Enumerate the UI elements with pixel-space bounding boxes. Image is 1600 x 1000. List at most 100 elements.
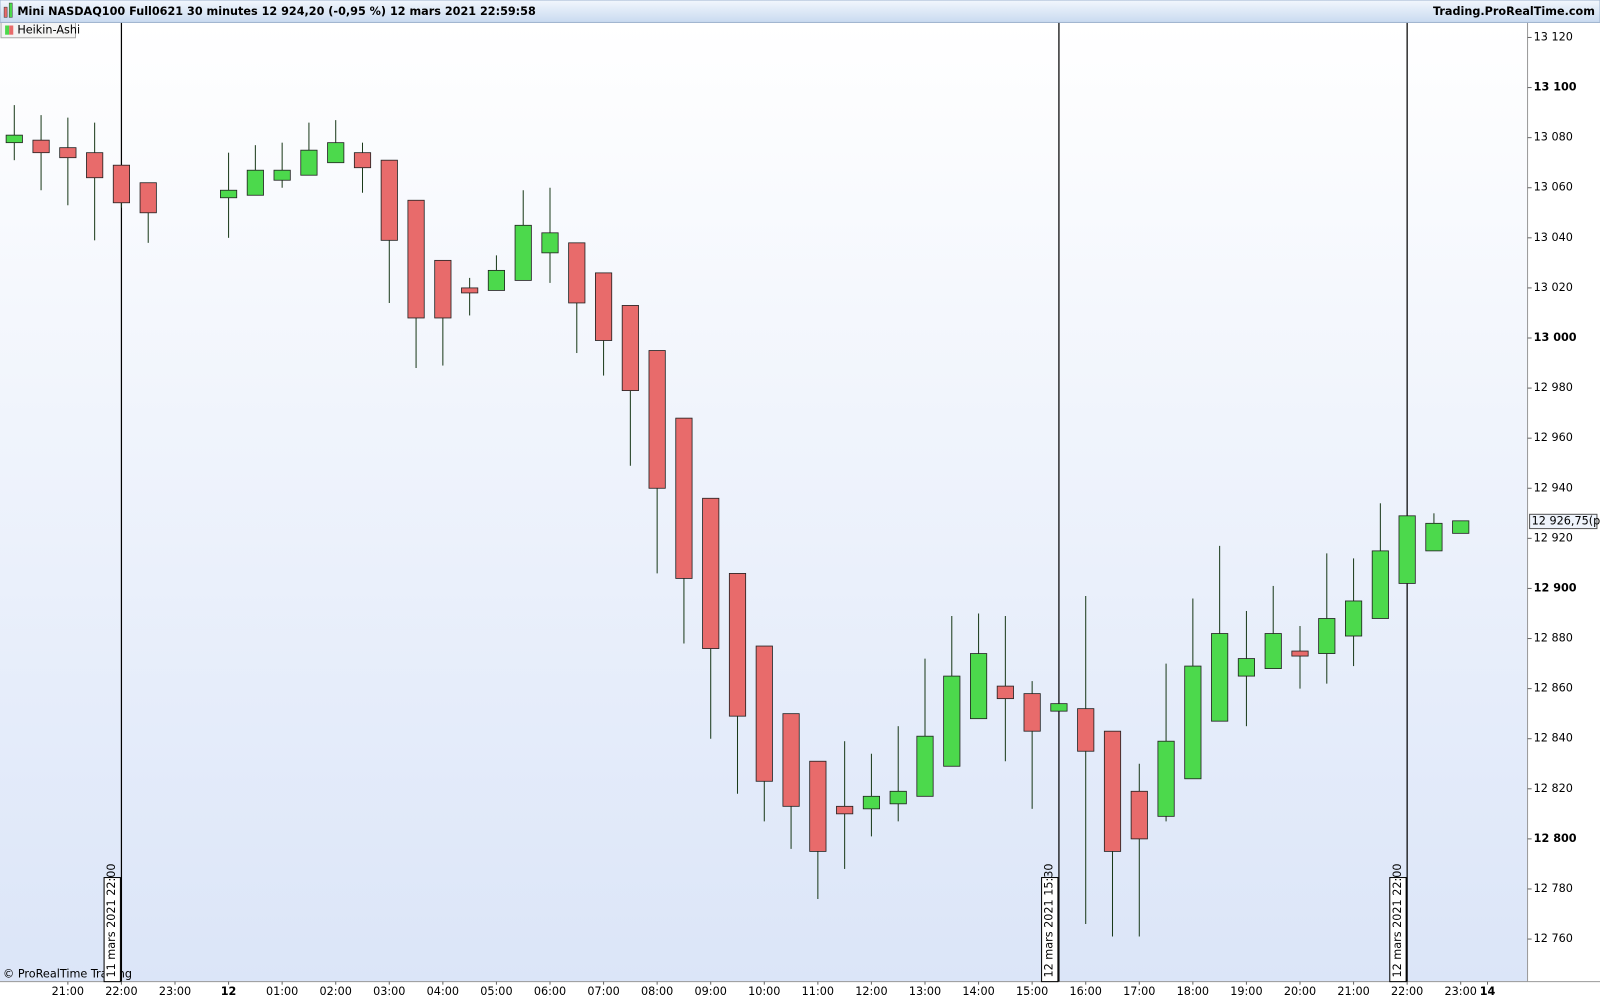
candle-body <box>809 760 827 852</box>
candle-body <box>327 142 345 164</box>
candle-body <box>112 164 130 204</box>
candle-body <box>1264 633 1282 669</box>
x-tick-label: 04:00 <box>427 985 459 998</box>
candle-body <box>541 232 559 254</box>
legend-icon <box>9 25 14 35</box>
x-tick-label: 23:00 <box>159 985 191 998</box>
candle-body <box>755 645 773 782</box>
y-tick-label: 12 800 <box>1534 832 1577 845</box>
candle-body <box>1211 633 1229 722</box>
y-tick-label: 13 020 <box>1534 281 1573 294</box>
y-tick-label: 12 960 <box>1534 431 1573 444</box>
y-tick-label: 12 920 <box>1534 531 1573 544</box>
candle-body <box>139 182 157 214</box>
x-tick-label: 05:00 <box>480 985 512 998</box>
y-tick-label: 12 900 <box>1534 581 1577 594</box>
candle-body <box>889 790 907 805</box>
candle-body <box>1237 658 1256 677</box>
session-label: 12 mars 2021 22:00 <box>1391 863 1404 977</box>
y-tick-label: 13 000 <box>1534 331 1577 344</box>
candle-body <box>1425 522 1443 552</box>
y-tick-label: 13 100 <box>1534 81 1577 94</box>
session-label-box <box>1041 877 1059 983</box>
candle-body <box>353 152 372 169</box>
candle-body <box>86 152 104 179</box>
session-label: 12 mars 2021 15:30 <box>1043 863 1056 977</box>
candle-body <box>5 134 23 144</box>
x-tick-label: 10:00 <box>748 985 780 998</box>
last-price-label: 12 926,75(p) <box>1532 514 1600 527</box>
candle-body <box>916 735 934 797</box>
legend-label: Heikin-Ashi <box>17 24 80 37</box>
candle-body <box>1345 600 1363 637</box>
candle-body <box>380 159 398 241</box>
candle-body <box>996 685 1014 700</box>
legend-icon <box>5 25 10 35</box>
x-tick-label: 20:00 <box>1284 985 1316 998</box>
x-tick-label: 07:00 <box>587 985 619 998</box>
copyright: © ProRealTime Trading <box>3 967 132 980</box>
plot-background <box>0 22 1528 982</box>
candle-body <box>1130 790 1148 840</box>
x-tick-label: 03:00 <box>373 985 405 998</box>
y-tick-label: 12 880 <box>1534 632 1573 645</box>
candle-body <box>1452 520 1470 534</box>
candle-body <box>461 287 479 294</box>
x-tick-label: 17:00 <box>1123 985 1155 998</box>
candle-body <box>1103 730 1122 852</box>
x-tick-label: 06:00 <box>534 985 566 998</box>
candle-body <box>1184 665 1202 780</box>
y-tick-label: 12 820 <box>1534 782 1573 795</box>
last-price-box <box>1529 513 1598 530</box>
logo-icon <box>8 2 13 18</box>
y-tick-label: 12 980 <box>1534 381 1573 394</box>
y-tick-label: 13 040 <box>1534 231 1573 244</box>
candle-body <box>32 139 50 154</box>
x-tick-label: 22:00 <box>1391 985 1423 998</box>
axis-background <box>1527 22 1600 982</box>
session-label: 11 mars 2021 22:00 <box>105 863 118 977</box>
x-tick-label: 18:00 <box>1177 985 1209 998</box>
candle-body <box>648 350 666 489</box>
candle-body <box>434 259 452 319</box>
candle-body <box>1157 740 1175 817</box>
candle-body <box>675 417 693 579</box>
candle-body <box>1318 618 1336 654</box>
candle-body <box>782 713 800 807</box>
x-tick-label: 21:00 <box>1337 985 1369 998</box>
candle-body <box>728 573 747 717</box>
x-tick-label: 16:00 <box>1070 985 1102 998</box>
candle-body <box>220 189 238 199</box>
candle-body <box>407 199 425 319</box>
y-tick-label: 12 760 <box>1534 932 1573 945</box>
candle-body <box>1023 693 1041 732</box>
x-tick-label: 14:00 <box>962 985 994 998</box>
candle-body <box>943 675 961 767</box>
x-tick-label: 09:00 <box>695 985 727 998</box>
y-tick-label: 13 080 <box>1534 131 1573 144</box>
candle-body <box>1371 550 1389 619</box>
x-tick-label: 08:00 <box>641 985 673 998</box>
y-tick-label: 13 120 <box>1534 30 1573 43</box>
x-tick-label: 11:00 <box>802 985 834 998</box>
candle-body <box>702 497 720 649</box>
candle-body <box>836 805 854 815</box>
y-tick-label: 12 840 <box>1534 732 1573 745</box>
header-title: Mini NASDAQ100 Full0621 30 minutes 12 92… <box>17 5 536 18</box>
x-tick-label: 14 <box>1480 985 1496 998</box>
candle-body <box>273 169 291 181</box>
logo-icon <box>3 6 8 18</box>
candle-body <box>487 269 505 291</box>
candle-body <box>1291 650 1309 657</box>
x-tick-label: 15:00 <box>1016 985 1048 998</box>
x-tick-label: 12:00 <box>855 985 887 998</box>
candle-body <box>568 242 586 304</box>
candle-body <box>970 653 988 720</box>
candle-body <box>514 224 532 281</box>
x-tick-label: 21:00 <box>52 985 84 998</box>
y-tick-label: 12 860 <box>1534 682 1573 695</box>
x-tick-label: 02:00 <box>320 985 352 998</box>
session-label-box <box>103 877 121 983</box>
x-axis-background <box>0 981 1600 1000</box>
